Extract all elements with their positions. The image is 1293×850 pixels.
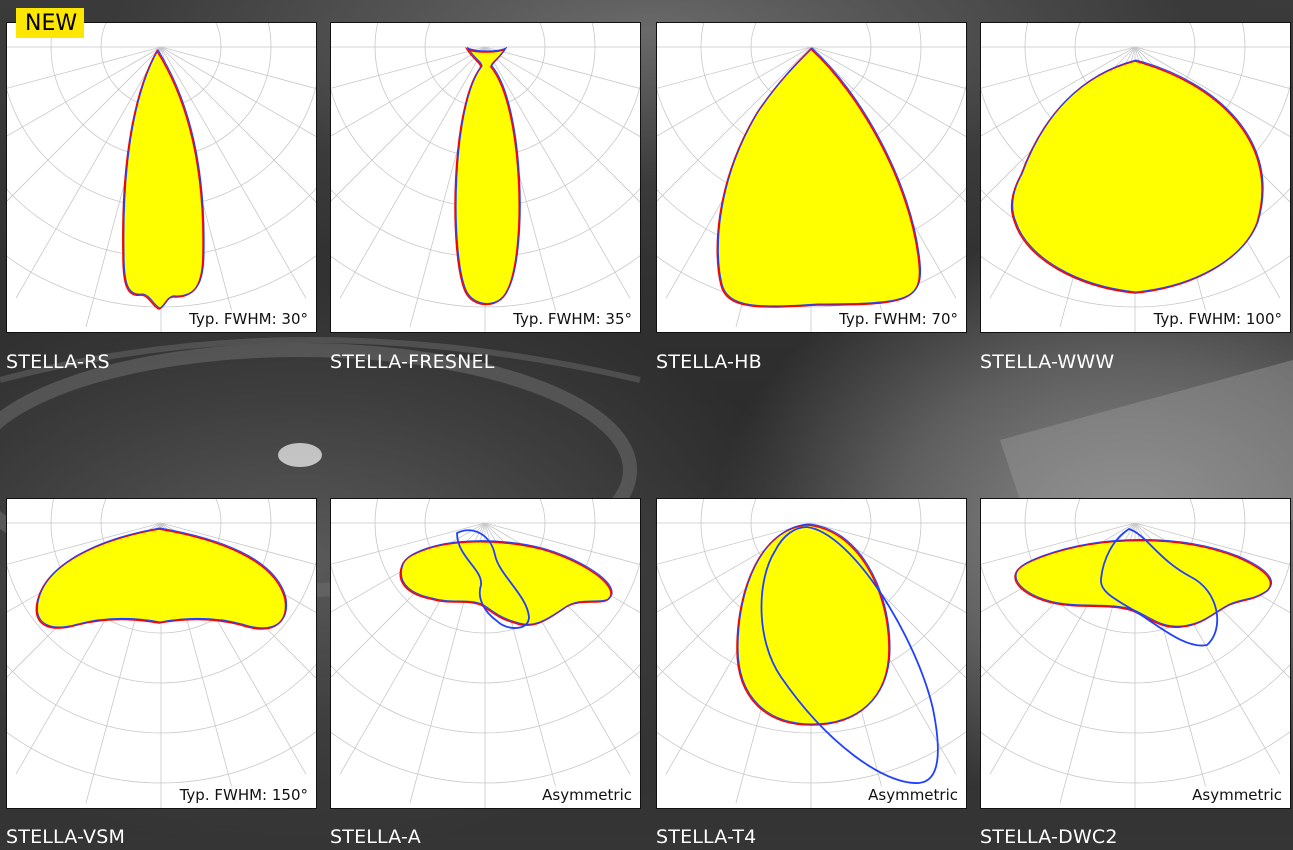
- beam-curve-b: [455, 46, 521, 304]
- beam-curve-a: [399, 540, 612, 627]
- beam-curve-a: [35, 528, 287, 630]
- beam-curve-b: [717, 47, 922, 307]
- beam-angle-label: Asymmetric: [866, 786, 960, 804]
- beam-shape: [454, 46, 521, 306]
- grid-spoke: [981, 46, 1136, 137]
- beam-angle-label: Asymmetric: [540, 786, 634, 804]
- polar-diagram-stella-rs: Typ. FWHM: 30°: [6, 22, 317, 333]
- product-name: STELLA-RS: [6, 351, 110, 373]
- beam-curve-rotated: [456, 529, 530, 629]
- product-name: STELLA-VSM: [6, 826, 126, 848]
- beam-curve-rotated: [760, 526, 939, 784]
- grid-spoke: [484, 46, 640, 137]
- beam-shape: [1010, 59, 1264, 294]
- grid-spoke: [160, 46, 316, 137]
- grid-spoke: [484, 522, 640, 565]
- beam-shape: [1014, 528, 1273, 647]
- beam-curve-b: [123, 48, 205, 309]
- grid-spoke: [484, 46, 631, 299]
- grid-spoke: [160, 46, 307, 299]
- grid-spoke: [657, 522, 812, 565]
- beam-angle-label: Typ. FWHM: 70°: [837, 310, 960, 328]
- grid-spoke: [1134, 46, 1290, 89]
- beam-curve-b: [737, 523, 891, 725]
- beam-shape: [736, 523, 939, 784]
- grid-spoke: [7, 46, 162, 202]
- beam-shape: [35, 527, 288, 630]
- grid-spoke: [7, 46, 162, 137]
- beam-curve-b: [1012, 59, 1264, 293]
- grid-spoke: [981, 46, 1136, 89]
- grid-spoke: [981, 522, 1136, 565]
- beam-shape: [122, 48, 205, 310]
- beam-curve-rotated: [1100, 528, 1219, 647]
- grid-spoke: [160, 522, 316, 565]
- beam-angle-label: Asymmetric: [1190, 786, 1284, 804]
- beam-curve-b: [1015, 539, 1273, 627]
- polar-diagram-stella-a: Asymmetric: [330, 498, 641, 809]
- polar-diagram-stella-dwc2: Asymmetric: [980, 498, 1291, 809]
- beam-curve-a: [454, 47, 520, 306]
- grid-spoke: [7, 522, 162, 565]
- grid-spoke: [331, 46, 486, 89]
- beam-curve-b: [400, 540, 613, 625]
- grid-spoke: [657, 46, 812, 89]
- grid-spoke: [15, 46, 162, 299]
- grid-spoke: [1134, 46, 1290, 137]
- grid-spoke: [657, 46, 812, 137]
- grid-spoke: [1134, 522, 1290, 565]
- polar-diagram-stella-t4: Asymmetric: [656, 498, 967, 809]
- grid-circle: [331, 663, 640, 734]
- product-name: STELLA-DWC2: [980, 826, 1118, 848]
- grid-spoke: [331, 522, 486, 565]
- beam-angle-label: Typ. FWHM: 150°: [177, 786, 310, 804]
- grid-spoke: [331, 46, 486, 137]
- beam-angle-label: Typ. FWHM: 35°: [511, 310, 634, 328]
- beam-angle-label: Typ. FWHM: 100°: [1151, 310, 1284, 328]
- beam-curve-b: [36, 527, 288, 629]
- grid-spoke: [810, 522, 966, 565]
- beam-curve-a: [716, 47, 921, 308]
- product-name: STELLA-T4: [656, 826, 757, 848]
- beam-angle-label: Typ. FWHM: 30°: [187, 310, 310, 328]
- grid-spoke: [331, 46, 486, 202]
- polar-diagram-stella-www: Typ. FWHM: 100°: [980, 22, 1291, 333]
- product-name: STELLA-FRESNEL: [330, 351, 495, 373]
- grid-spoke: [657, 46, 812, 202]
- grid-spoke: [160, 46, 316, 203]
- grid-spoke: [160, 46, 316, 89]
- grid-circle: [981, 663, 1290, 734]
- polar-diagram-stella-hb: Typ. FWHM: 70°: [656, 22, 967, 333]
- product-name: STELLA-WWW: [980, 351, 1115, 373]
- product-name: STELLA-HB: [656, 351, 762, 373]
- beam-shape: [399, 529, 613, 629]
- grid-spoke: [7, 46, 162, 89]
- new-badge: NEW: [16, 8, 85, 38]
- polar-diagram-stella-vsm: Typ. FWHM: 150°: [6, 498, 317, 809]
- polar-diagram-stella-fresnel: Typ. FWHM: 35°: [330, 22, 641, 333]
- beam-shape: [716, 47, 922, 308]
- grid-spoke: [810, 46, 966, 203]
- grid-spoke: [810, 46, 966, 137]
- product-name: STELLA-A: [330, 826, 421, 848]
- grid-spoke: [339, 46, 486, 299]
- beam-curve-a: [1010, 60, 1263, 294]
- grid-spoke: [484, 46, 640, 89]
- beam-curve-a: [1014, 539, 1272, 629]
- grid-spoke: [484, 46, 640, 203]
- grid-spoke: [810, 46, 966, 89]
- beam-curve-a: [122, 49, 204, 310]
